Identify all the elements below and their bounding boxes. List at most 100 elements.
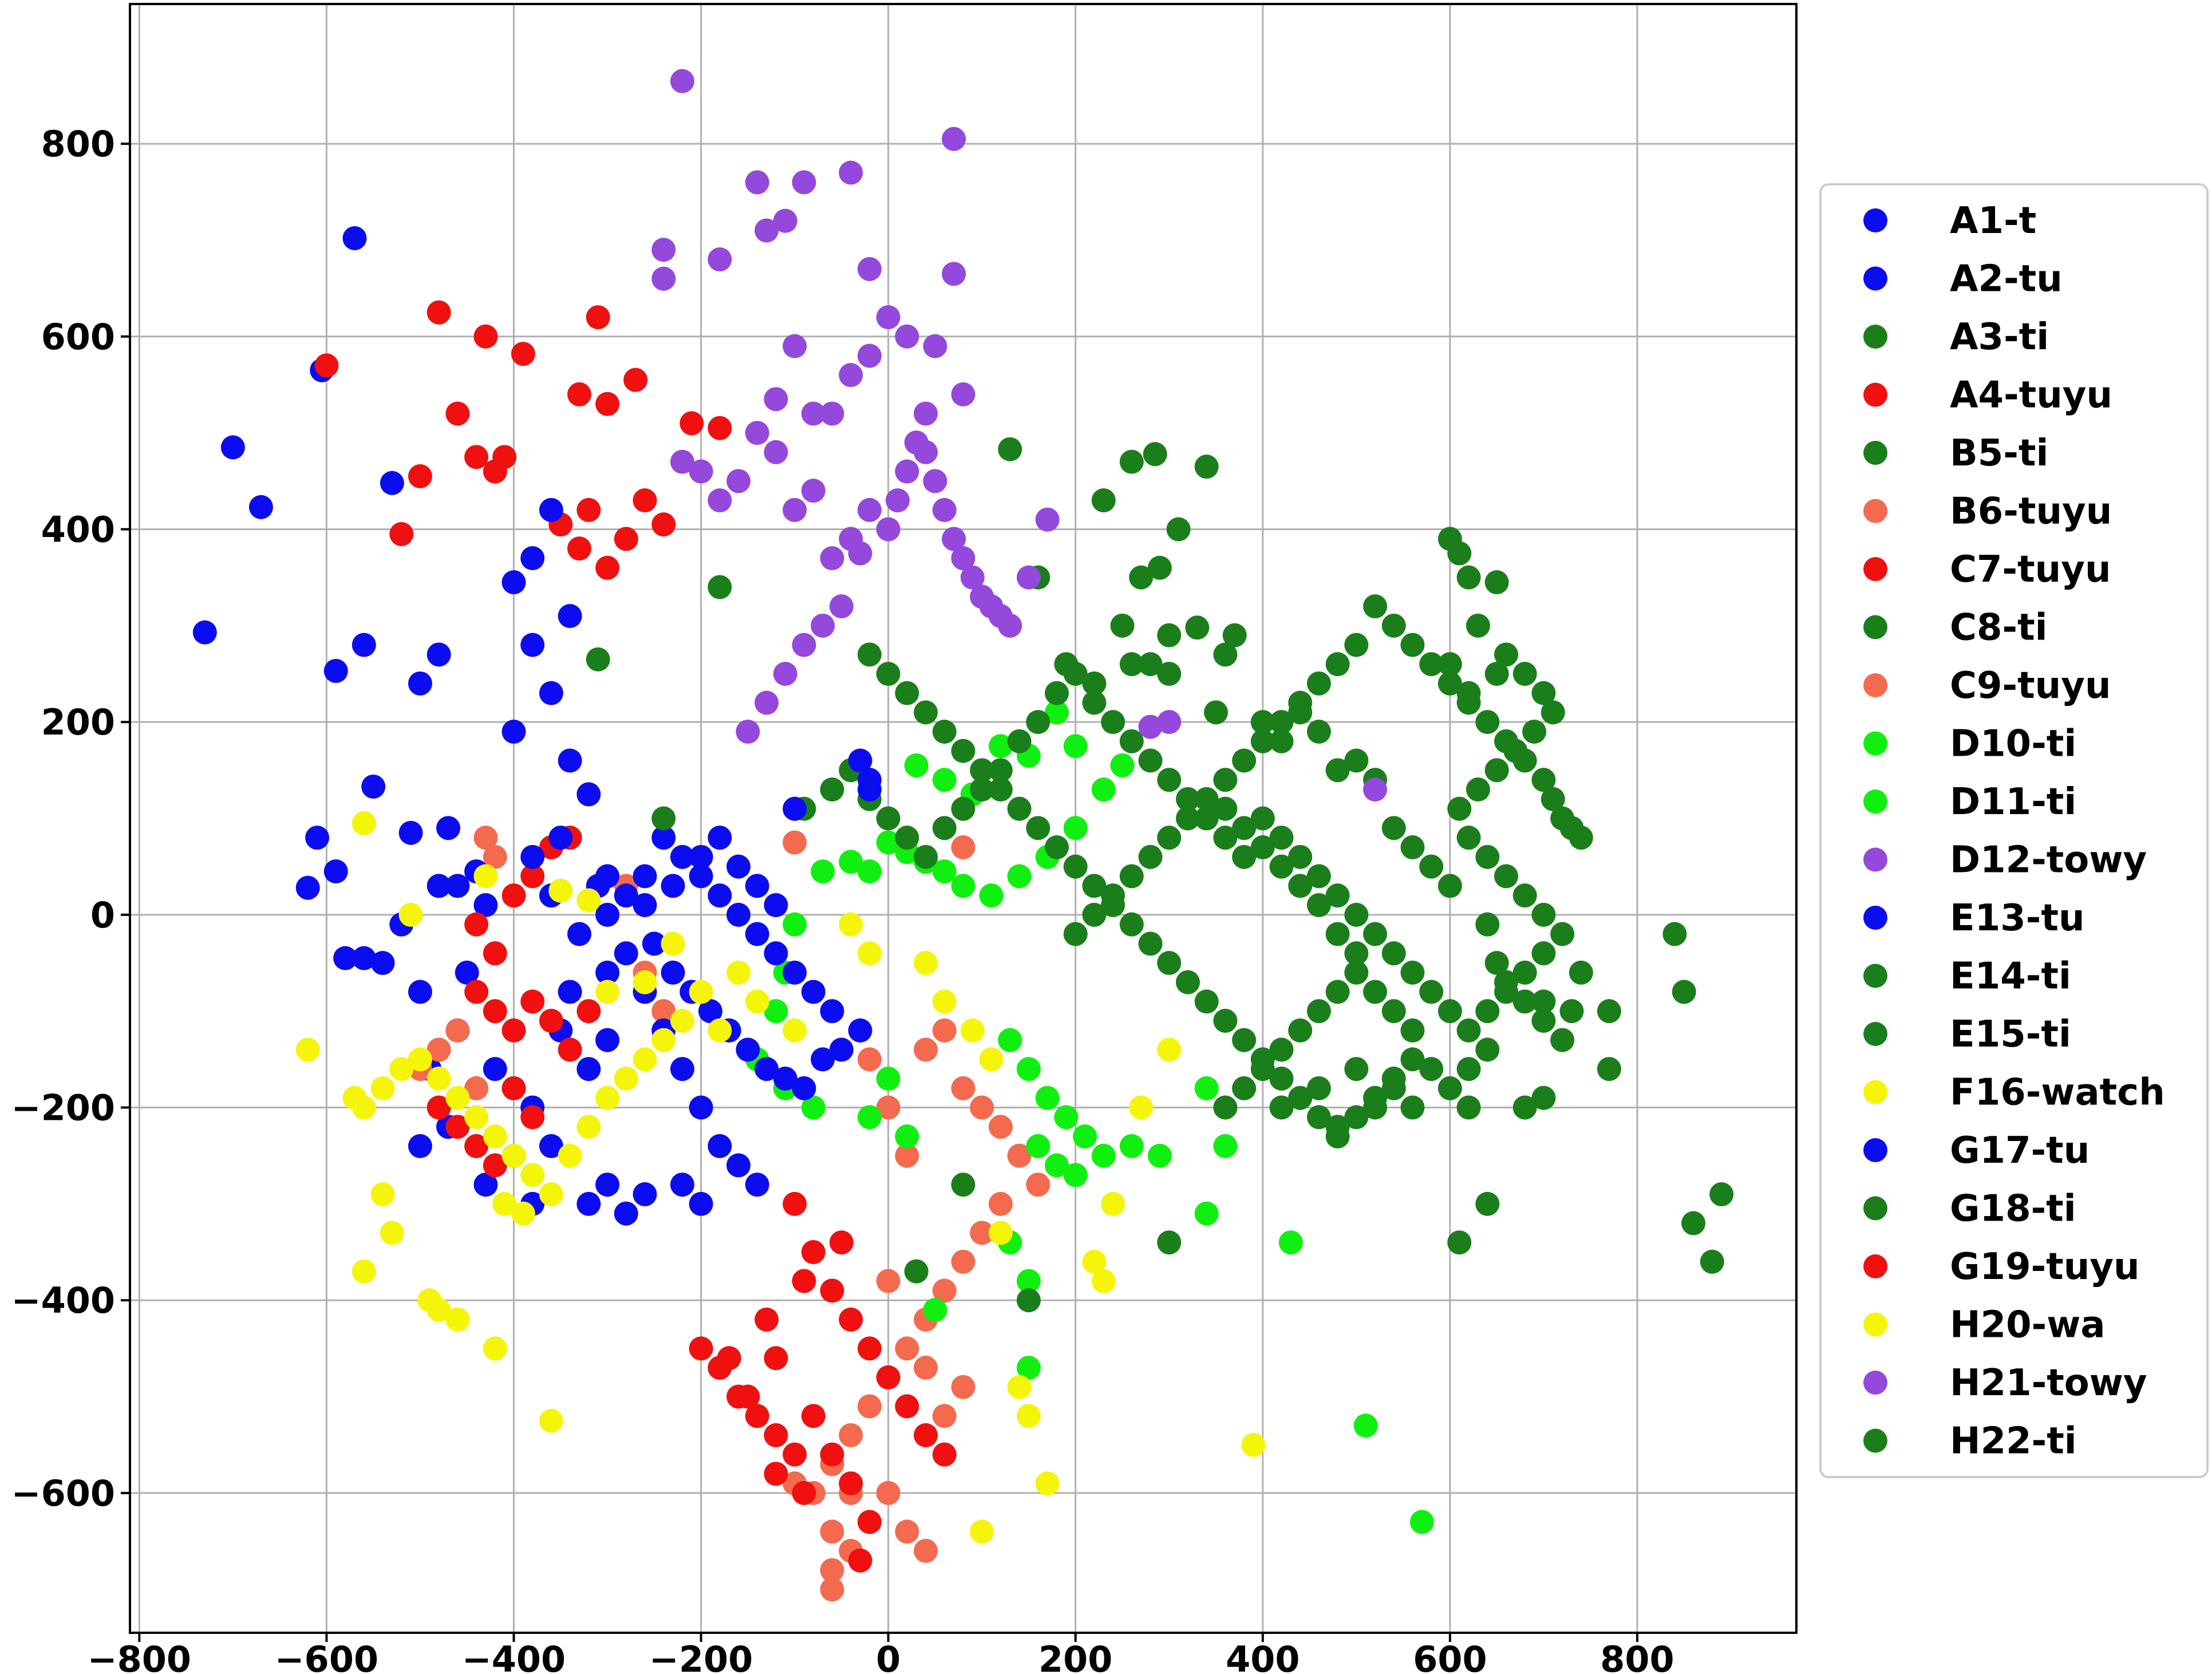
data-point (726, 854, 751, 879)
data-point (1119, 864, 1144, 889)
data-point (483, 1057, 507, 1081)
data-point (501, 719, 526, 744)
data-point (464, 1105, 489, 1130)
data-point (783, 1191, 807, 1216)
data-point (1157, 710, 1182, 735)
data-point (614, 527, 638, 551)
data-point (764, 1462, 788, 1486)
data-point (670, 1009, 694, 1033)
data-point (314, 353, 339, 378)
data-point (1709, 1182, 1734, 1207)
data-point (567, 382, 591, 406)
legend-label: F16-watch (1950, 1072, 2165, 1114)
data-point (783, 796, 807, 821)
y-tick-label: −400 (11, 1280, 115, 1321)
data-point (1194, 1201, 1219, 1226)
data-point (1194, 1076, 1219, 1100)
data-point (960, 1018, 985, 1043)
data-point (614, 1067, 638, 1091)
data-point (1344, 941, 1369, 966)
data-point (1007, 864, 1032, 889)
data-point (932, 719, 957, 744)
data-point (801, 1240, 825, 1265)
data-point (1475, 844, 1500, 869)
data-point (708, 883, 732, 908)
data-point (708, 247, 732, 272)
data-point (1512, 661, 1537, 686)
data-point (1456, 1057, 1481, 1081)
legend-label: C9-tuyu (1950, 665, 2111, 707)
data-point (633, 1182, 657, 1207)
data-point (633, 864, 657, 889)
data-point (1082, 690, 1107, 715)
data-point (520, 1163, 545, 1187)
data-point (857, 344, 882, 368)
legend-marker (1863, 1428, 1887, 1453)
data-point (1400, 835, 1425, 860)
data-point (1232, 1028, 1257, 1052)
legend-label: A3-ti (1950, 316, 2049, 358)
data-point (501, 1018, 526, 1043)
data-point (595, 902, 620, 927)
data-point (351, 1095, 376, 1120)
data-point (1288, 690, 1313, 715)
data-point (426, 642, 451, 667)
data-point (1325, 883, 1350, 908)
data-point (1175, 806, 1200, 831)
data-point (1194, 455, 1219, 479)
legend-label: H21-towy (1950, 1362, 2147, 1404)
data-point (914, 440, 938, 464)
legend-marker (1863, 441, 1887, 465)
data-point (1306, 893, 1331, 918)
data-point (670, 1172, 694, 1197)
data-point (951, 546, 975, 570)
data-point (445, 401, 470, 426)
data-point (1381, 816, 1406, 840)
data-point (501, 1076, 526, 1100)
data-point (1063, 734, 1088, 759)
data-point (1475, 999, 1500, 1024)
data-point (1325, 980, 1350, 1004)
data-point (1101, 893, 1125, 918)
data-point (820, 777, 844, 802)
data-point (745, 922, 769, 946)
data-point (848, 541, 872, 566)
data-point (351, 633, 376, 657)
data-point (1700, 1249, 1724, 1274)
series-e14-ti (1213, 796, 1734, 1274)
plot-frame (129, 3, 1798, 1634)
data-point (220, 435, 245, 460)
data-point (1129, 565, 1154, 590)
data-point (1016, 1404, 1041, 1428)
data-point (1222, 623, 1247, 648)
data-point (708, 1018, 732, 1043)
data-point (1157, 768, 1182, 792)
series-d12-towy (651, 69, 975, 570)
data-point (389, 522, 414, 546)
data-point (951, 739, 975, 763)
legend-label: G19-tuyu (1950, 1246, 2140, 1288)
data-point (445, 1085, 470, 1110)
data-point (1353, 1414, 1378, 1438)
data-point (492, 445, 517, 469)
data-point (1400, 1095, 1425, 1120)
y-tick-label: −600 (11, 1472, 115, 1514)
data-point (876, 661, 900, 686)
data-point (651, 512, 676, 537)
series-b5-ti (1437, 527, 1621, 1024)
data-point (726, 960, 751, 985)
legend-marker (1863, 266, 1887, 291)
data-point (473, 864, 498, 889)
data-point (670, 1057, 694, 1081)
data-point (1157, 1037, 1182, 1062)
data-point (1540, 787, 1565, 811)
data-point (689, 844, 713, 869)
data-point (923, 334, 947, 358)
data-point (820, 1278, 844, 1303)
data-point (539, 498, 563, 522)
data-point (895, 681, 919, 705)
data-point (951, 1076, 975, 1100)
data-point (783, 1442, 807, 1467)
data-point (1550, 806, 1575, 831)
legend-marker (1863, 1138, 1887, 1162)
